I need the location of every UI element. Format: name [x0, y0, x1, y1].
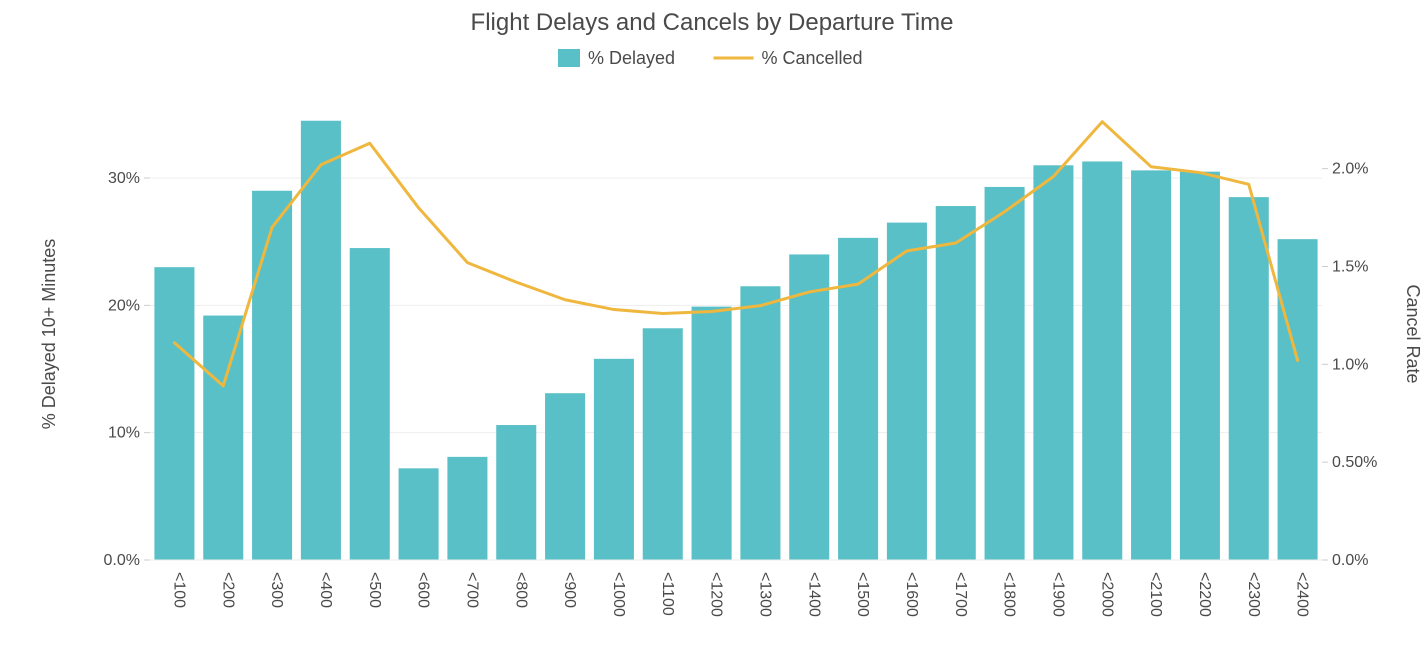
bar [1278, 239, 1318, 560]
x-tick-label: <1900 [1049, 572, 1066, 617]
y-right-tick-label: 0.0% [1332, 552, 1368, 569]
bar [1180, 172, 1220, 560]
x-tick-label: <2000 [1098, 572, 1115, 617]
x-tick-label: <2400 [1294, 572, 1311, 617]
x-tick-label: <1500 [854, 572, 871, 617]
bar [154, 267, 194, 560]
x-tick-label: <300 [268, 572, 285, 608]
x-tick-label: <900 [561, 572, 578, 608]
x-tick-label: <1400 [805, 572, 822, 617]
bar [887, 223, 927, 560]
bar [985, 187, 1025, 560]
bar [1131, 170, 1171, 560]
chart-container: Flight Delays and Cancels by Departure T… [0, 0, 1424, 657]
bar [643, 328, 683, 560]
y-right-tick-label: 1.0% [1332, 356, 1368, 373]
x-tick-label: <100 [170, 572, 187, 608]
chart-title: Flight Delays and Cancels by Departure T… [471, 9, 954, 36]
x-tick-label: <1300 [756, 572, 773, 617]
legend-label-cancelled: % Cancelled [762, 48, 863, 68]
bar [447, 457, 487, 560]
bar [350, 248, 390, 560]
bar [1082, 161, 1122, 560]
y-left-tick-label: 30% [108, 170, 140, 187]
bar [301, 121, 341, 560]
bar [399, 468, 439, 560]
x-tick-label: <1200 [708, 572, 725, 617]
bar [1033, 165, 1073, 560]
x-tick-label: <1000 [610, 572, 627, 617]
legend-swatch-delayed [558, 49, 580, 67]
y-right-axis-label: Cancel Rate [1403, 284, 1423, 383]
x-tick-label: <700 [463, 572, 480, 608]
bar [496, 425, 536, 560]
y-left-tick-label: 0.0% [104, 552, 140, 569]
x-tick-label: <800 [512, 572, 529, 608]
x-tick-label: <2200 [1196, 572, 1213, 617]
x-tick-label: <2100 [1147, 572, 1164, 617]
bar [1229, 197, 1269, 560]
x-tick-label: <1700 [952, 572, 969, 617]
y-left-axis-label: % Delayed 10+ Minutes [39, 239, 59, 430]
bar [936, 206, 976, 560]
bar [252, 191, 292, 560]
bar [789, 254, 829, 560]
x-tick-label: <200 [219, 572, 236, 608]
x-tick-label: <400 [317, 572, 334, 608]
x-tick-label: <1100 [659, 572, 676, 616]
y-right-tick-label: 0.50% [1332, 454, 1377, 471]
bar [545, 393, 585, 560]
y-right-tick-label: 1.5% [1332, 258, 1368, 275]
chart-svg: Flight Delays and Cancels by Departure T… [0, 0, 1424, 657]
legend-label-delayed: % Delayed [588, 48, 675, 68]
y-right-tick-label: 2.0% [1332, 161, 1368, 178]
bar [692, 307, 732, 560]
x-tick-label: <600 [415, 572, 432, 608]
bar [740, 286, 780, 560]
y-left-tick-label: 20% [108, 297, 140, 314]
bar [203, 316, 243, 560]
x-tick-label: <1800 [1001, 572, 1018, 617]
x-tick-label: <500 [366, 572, 383, 608]
bar [594, 359, 634, 560]
y-left-tick-label: 10% [108, 425, 140, 442]
x-tick-label: <1600 [903, 572, 920, 617]
x-tick-label: <2300 [1245, 572, 1262, 617]
